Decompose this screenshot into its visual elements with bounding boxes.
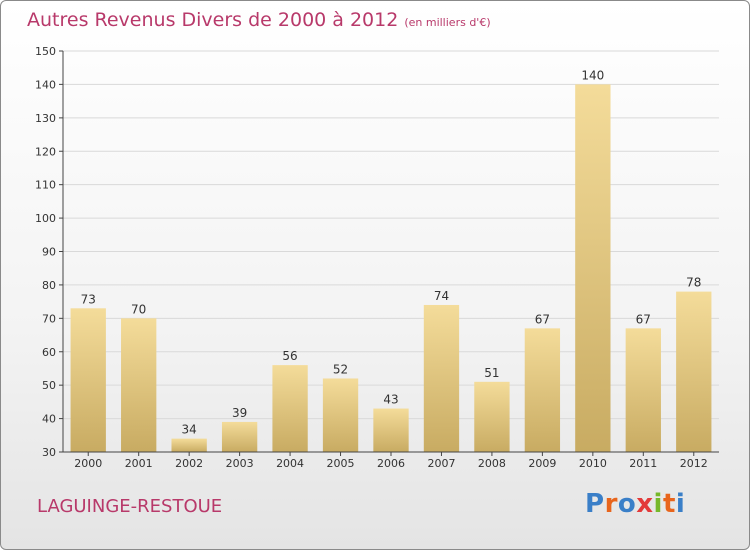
y-tick-label: 90 [42, 246, 56, 259]
data-label: 51 [484, 366, 499, 380]
data-label: 67 [636, 312, 651, 326]
logo-letter: x [636, 489, 654, 519]
x-tick-label: 2004 [276, 457, 304, 470]
logo-letter: P [585, 489, 605, 519]
x-tick-label: 2003 [226, 457, 254, 470]
data-label: 39 [232, 406, 247, 420]
data-label: 56 [282, 349, 297, 363]
logo-letter: t [662, 489, 676, 519]
proxiti-logo: Proxiti [585, 489, 685, 519]
y-tick-label: 120 [35, 145, 56, 158]
x-tick-label: 2001 [125, 457, 153, 470]
y-tick-label: 130 [35, 112, 56, 125]
x-tick-label: 2006 [377, 457, 405, 470]
x-tick-label: 2005 [327, 457, 355, 470]
x-tick-label: 2000 [74, 457, 102, 470]
y-tick-label: 70 [42, 312, 56, 325]
data-label: 67 [535, 312, 550, 326]
chart-title: Autres Revenus Divers de 2000 à 2012 (en … [27, 9, 491, 31]
y-tick-label: 40 [42, 413, 56, 426]
y-tick-label: 150 [35, 45, 56, 58]
logo-letter: o [617, 489, 637, 519]
bar [171, 438, 207, 452]
bar [272, 365, 308, 452]
logo-letter: i [653, 489, 663, 519]
y-tick-label: 80 [42, 279, 56, 292]
bar [221, 421, 258, 452]
labels: 30 40 50 60 70 80 90 100 110 120 130 140 150 73 2000 70… [35, 45, 708, 470]
data-label: 74 [434, 289, 449, 303]
x-tick-label: 2007 [427, 457, 455, 470]
bar [373, 408, 409, 452]
bars [70, 84, 712, 453]
logo-letter: i [675, 489, 686, 519]
data-label: 52 [333, 362, 348, 376]
chart-subtitle: (en milliers d'€) [404, 16, 491, 29]
bar [575, 84, 611, 453]
x-tick-label: 2002 [175, 457, 203, 470]
x-tick-label: 2009 [528, 457, 556, 470]
data-label: 73 [81, 292, 96, 306]
data-label: 70 [131, 302, 146, 316]
x-tick-label: 2008 [478, 457, 506, 470]
y-tick-label: 60 [42, 346, 56, 359]
logo-letter: r [604, 489, 618, 519]
data-label: 34 [182, 423, 197, 437]
y-tick-label: 50 [42, 379, 56, 392]
data-label: 43 [383, 393, 398, 407]
bar [70, 308, 106, 452]
bar [625, 328, 661, 452]
bar [474, 381, 510, 452]
data-label: 140 [581, 68, 604, 82]
axes [59, 50, 719, 456]
chart-title-text: Autres Revenus Divers de 2000 à 2012 [27, 9, 399, 31]
y-tick-label: 110 [35, 179, 56, 192]
bar [676, 291, 712, 452]
y-tick-label: 140 [35, 78, 56, 91]
bar [524, 328, 561, 452]
city-name: LAGUINGE-RESTOUE [37, 496, 223, 517]
x-tick-label: 2012 [680, 457, 708, 470]
data-label: 78 [686, 276, 701, 290]
y-tick-label: 100 [35, 212, 56, 225]
bar [322, 378, 359, 452]
bar [121, 318, 157, 452]
x-tick-label: 2010 [579, 457, 607, 470]
x-tick-label: 2011 [629, 457, 657, 470]
bar [423, 304, 460, 452]
y-tick-label: 30 [42, 446, 56, 459]
